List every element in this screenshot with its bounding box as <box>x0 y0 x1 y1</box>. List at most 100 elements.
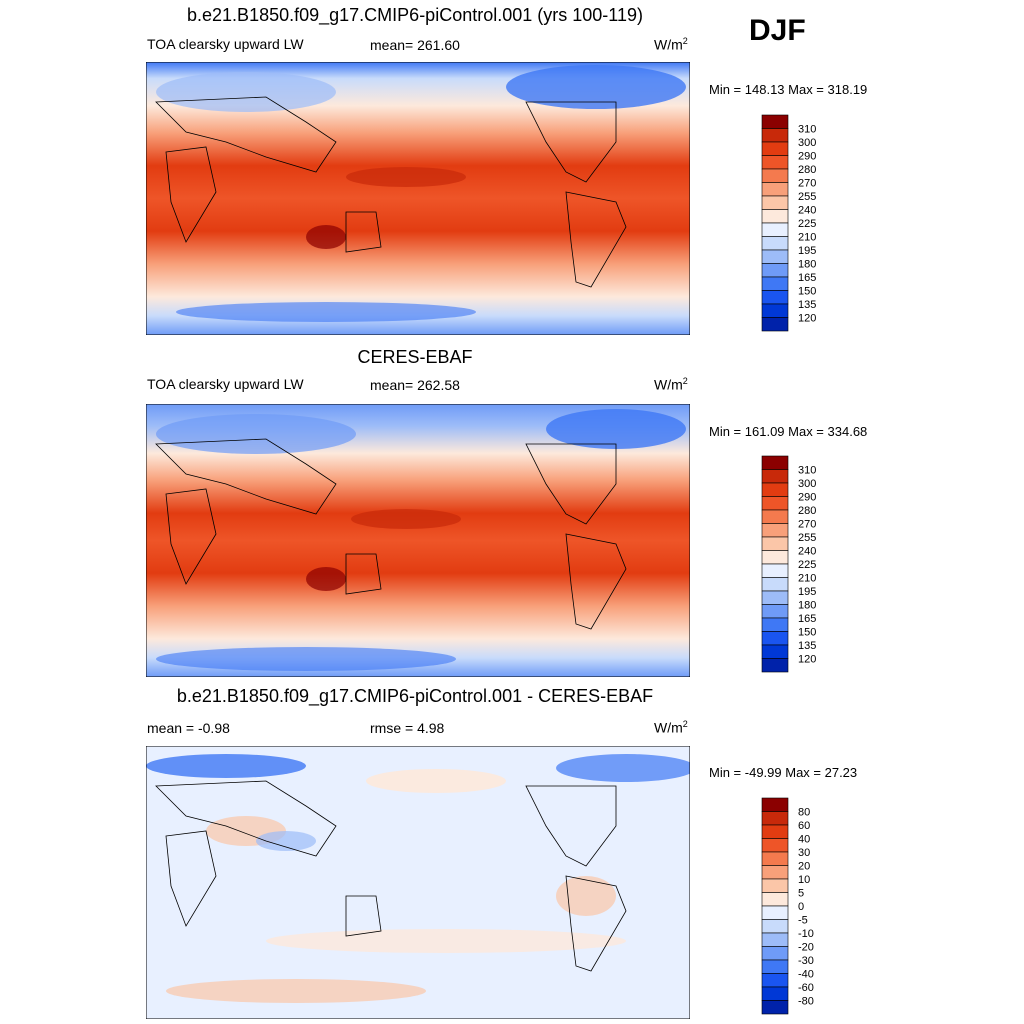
panel-3-colorbar-tick-label: -20 <box>798 942 814 954</box>
panel-2-arctic-low <box>546 409 686 449</box>
panel-2-colorbar-box <box>761 523 789 538</box>
panel-2-colorbar-tick-label: 270 <box>798 519 816 531</box>
panel-1-mean-label: mean= 261.60 <box>370 37 460 53</box>
panel-3-asia-neg <box>256 831 316 851</box>
panel-1-colorbar-box <box>761 128 789 143</box>
panel-2-colorbar-tick-label: 280 <box>798 505 816 517</box>
panel-3-colorbar-tick-label: 0 <box>798 901 804 913</box>
panel-3-colorbar-tick-label: -40 <box>798 969 814 981</box>
panel-1-colorbar-box <box>761 303 789 318</box>
panel-1-colorbar: 3103002902802702552402252101951801651501… <box>761 114 816 332</box>
panel-2-colorbar-tick-label: 300 <box>798 478 816 490</box>
panel-2-colorbar-tick-label: 210 <box>798 573 816 585</box>
panel-2-colorbar-box <box>761 469 789 484</box>
panel-3-colorbar-tick-label: 40 <box>798 834 810 846</box>
panel-2-colorbar-box <box>761 536 789 551</box>
panel-1-colorbar-tick-label: 280 <box>798 164 816 176</box>
panel-1-colorbar-tick-label: 255 <box>798 191 816 203</box>
panel-2-mean-label: mean= 262.58 <box>370 377 460 393</box>
panel-2-pacific-high <box>351 509 461 529</box>
panel-2-colorbar-tick-label: 135 <box>798 640 816 652</box>
panel-2-colorbar-box <box>761 496 789 511</box>
panel-1-coastlines <box>155 96 627 288</box>
panel-2-colorbar-tick-label: 195 <box>798 586 816 598</box>
panel-1-variable-label: TOA clearsky upward LW <box>147 36 304 52</box>
panel-2-colorbar: 3103002902802702552402252101951801651501… <box>761 455 816 673</box>
panel-3-colorbar-box <box>761 811 789 826</box>
panel-2-colorbar-box <box>761 631 789 646</box>
panel-1-units: W/m2 <box>654 36 688 53</box>
panel-3-colorbar-box <box>761 959 789 974</box>
panel-3-mean-label: mean = -0.98 <box>147 720 230 736</box>
panel-1-colorbar-box <box>761 249 789 264</box>
panel-3-colorbar-box <box>761 851 789 866</box>
panel-2-colorbar-tick-label: 225 <box>798 559 816 571</box>
panel-3-colorbar-box <box>761 878 789 893</box>
panel-1-colorbar-box <box>761 317 789 332</box>
panel-3-coastlines <box>155 780 627 972</box>
panel-3-colorbar-box <box>761 946 789 961</box>
panel-1-colorbar-tick-label: 135 <box>798 299 816 311</box>
panel-1-colorbar-tick-label: 210 <box>798 232 816 244</box>
panel-2-colorbar-tick-label: 240 <box>798 546 816 558</box>
panel-3-title: b.e21.B1850.f09_g17.CMIP6-piControl.001 … <box>176 686 654 706</box>
panel-1-colorbar-tick-label: 195 <box>798 245 816 257</box>
panel-3-arctic-neg-east <box>556 754 690 782</box>
panel-2-australia-high <box>306 567 346 591</box>
panel-3-colorbar-box <box>761 1000 789 1015</box>
panel-2-colorbar-box <box>761 644 789 659</box>
panel-3-colorbar-box <box>761 838 789 853</box>
panel-2-colorbar-tick-label: 255 <box>798 532 816 544</box>
panel-3-rmse-label: rmse = 4.98 <box>370 720 445 736</box>
panel-2-colorbar-tick-label: 290 <box>798 492 816 504</box>
panel-3-units: W/m2 <box>654 719 688 736</box>
panel-2-coastlines <box>155 438 627 630</box>
panel-2-colorbar-box <box>761 563 789 578</box>
panel-2-colorbar-box <box>761 590 789 605</box>
panel-2-colorbar-box <box>761 509 789 524</box>
panel-3-colorbar-box <box>761 986 789 1001</box>
panel-1-colorbar-tick-label: 150 <box>798 286 816 298</box>
panel-2-antarctic-low <box>156 647 456 671</box>
panel-3-colorbar-box <box>761 865 789 880</box>
panel-3-colorbar-tick-label: 30 <box>798 847 810 859</box>
panel-1-colorbar-box <box>761 222 789 237</box>
panel-3-southern-pos <box>266 929 626 953</box>
panel-1-title: b.e21.B1850.f09_g17.CMIP6-piControl.001 … <box>187 5 643 25</box>
panel-1-minmax: Min = 148.13 Max = 318.19 <box>709 82 868 97</box>
panel-3-map <box>146 746 690 1019</box>
panel-1-colorbar-tick-label: 240 <box>798 205 816 217</box>
panel-3-colorbar-tick-label: -60 <box>798 982 814 994</box>
panel-3-arctic-neg-west <box>146 754 306 778</box>
panel-1-colorbar-tick-label: 290 <box>798 151 816 163</box>
panel-2-colorbar-tick-label: 165 <box>798 613 816 625</box>
panel-3-antarctic-pos <box>166 979 426 1003</box>
panel-1-siberia-low <box>156 72 336 112</box>
panel-2-colorbar-tick-label: 120 <box>798 654 816 666</box>
panel-3-colorbar-tick-label: 80 <box>798 807 810 819</box>
panel-1-arctic-low <box>506 65 686 109</box>
panel-1-colorbar-box <box>761 290 789 305</box>
panel-3-colorbar-box <box>761 797 789 812</box>
panel-1-colorbar-tick-label: 300 <box>798 137 816 149</box>
panel-1-colorbar-tick-label: 165 <box>798 272 816 284</box>
panel-2-units: W/m2 <box>654 376 688 393</box>
panel-1-colorbar-tick-label: 120 <box>798 313 816 325</box>
panel-1-colorbar-tick-label: 225 <box>798 218 816 230</box>
panel-1-colorbar-box <box>761 276 789 291</box>
panel-2-map <box>146 404 690 677</box>
panel-2-colorbar-box <box>761 455 789 470</box>
panel-1-colorbar-tick-label: 310 <box>798 124 816 136</box>
panel-2-colorbar-tick-label: 150 <box>798 627 816 639</box>
panel-1-map <box>146 62 690 335</box>
panel-1-colorbar-box <box>761 141 789 156</box>
panel-3-colorbar-box <box>761 919 789 934</box>
panel-2-colorbar-box <box>761 604 789 619</box>
panel-2-colorbar-box <box>761 658 789 673</box>
panel-3-colorbar-tick-label: 5 <box>798 888 804 900</box>
panel-3-colorbar-tick-label: -5 <box>798 915 808 927</box>
panel-3-colorbar-box <box>761 905 789 920</box>
panel-3-colorbar-tick-label: -80 <box>798 996 814 1008</box>
panel-2-colorbar-box <box>761 577 789 592</box>
